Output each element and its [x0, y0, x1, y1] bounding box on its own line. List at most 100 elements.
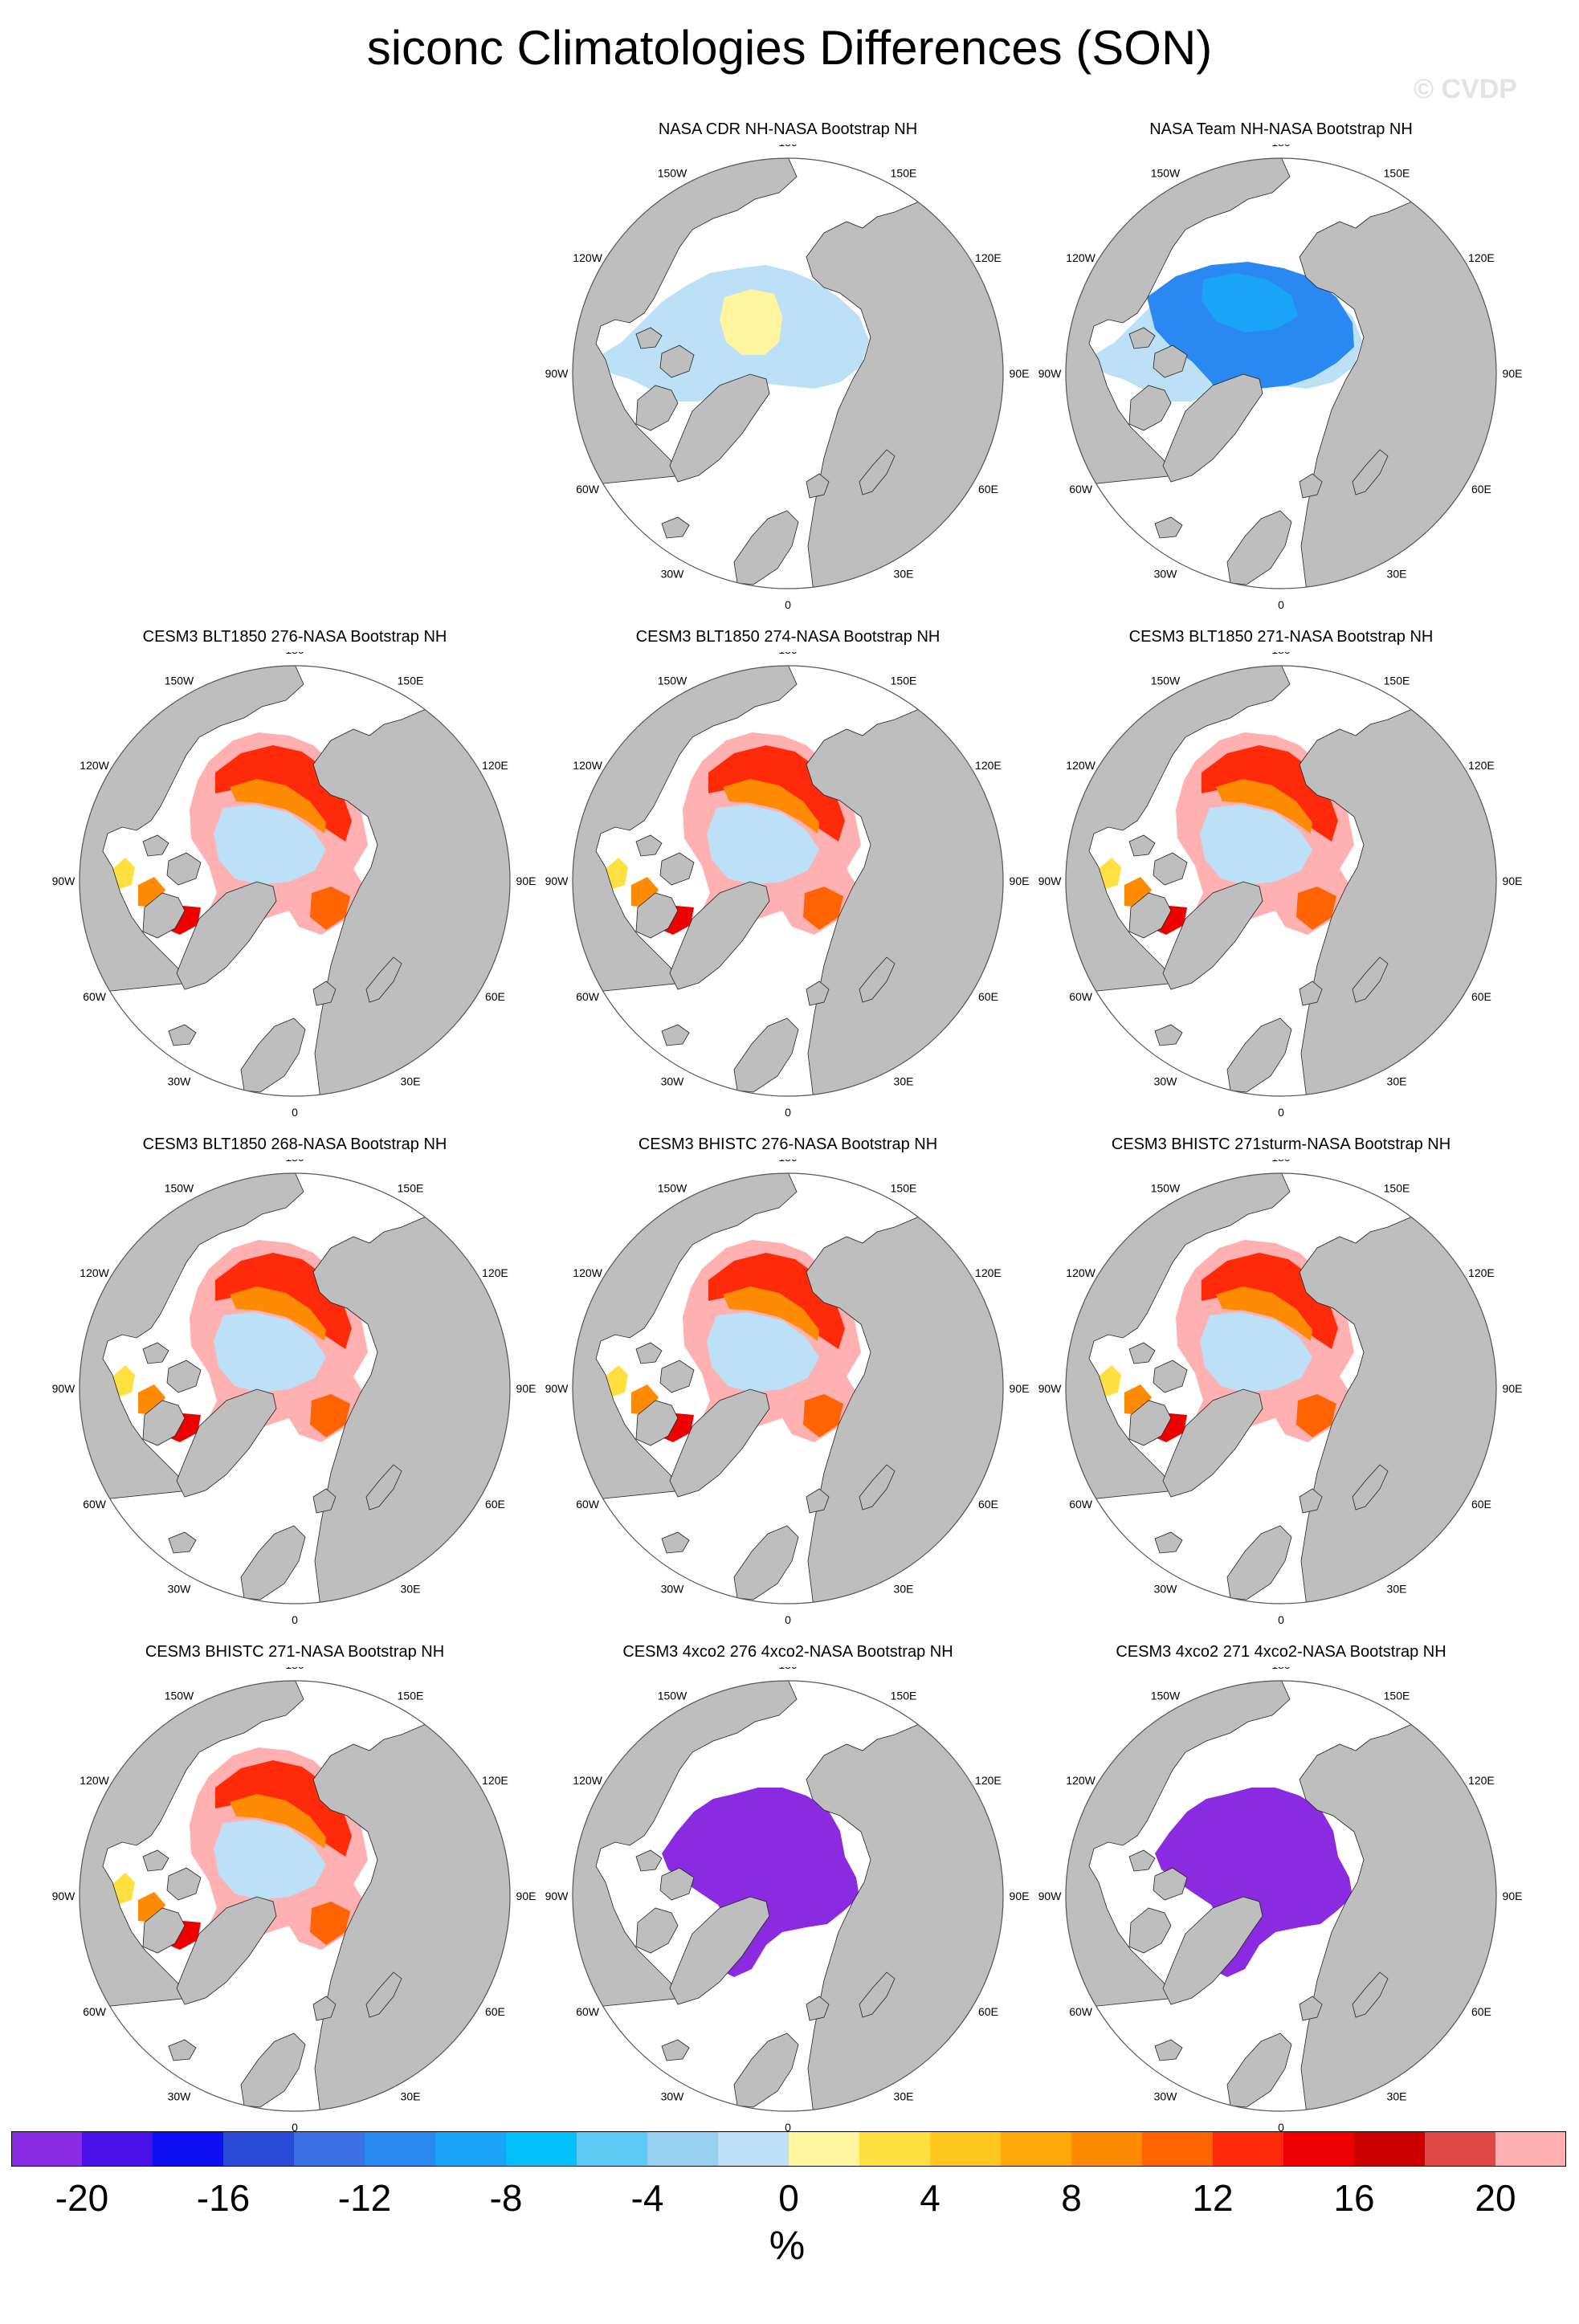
ice-difference-orange: [230, 1794, 326, 1849]
iceland-land: [168, 1531, 197, 1554]
longitude-label: 180: [778, 1160, 798, 1164]
longitude-label: 0: [785, 1613, 791, 1624]
map-panel: CESM3 BHISTC 271-NASA Bootstrap NH 180 150…: [48, 1641, 541, 2131]
longitude-label: 0: [292, 1106, 298, 1116]
scandinavia-land: [1226, 1525, 1292, 1600]
longitude-label: 0: [785, 1106, 791, 1116]
greenland-land: [176, 881, 277, 990]
colorbar-tick-label: 4: [920, 2177, 940, 2219]
longitude-label: 150E: [1384, 1182, 1410, 1195]
greenland-land: [669, 881, 770, 990]
novaya-zemlya-land: [859, 1464, 896, 1511]
baffin-island-land: [635, 1907, 679, 1954]
map-boundary: [79, 1680, 511, 2112]
longitude-label: 60E: [978, 1498, 998, 1511]
longitude-label: 150E: [891, 167, 917, 180]
longitude-label: 30W: [1154, 1582, 1178, 1595]
colorbar-swatch: [223, 2131, 295, 2167]
ice-difference-orange-barents: [803, 887, 843, 930]
longitude-label: 150E: [1384, 1690, 1410, 1702]
colorbar-swatch: [859, 2131, 931, 2167]
ice-difference-light-blue: [214, 805, 326, 885]
colorbar-swatch: [1425, 2131, 1496, 2167]
ice-difference-orange: [230, 779, 326, 834]
longitude-label: 120W: [1066, 759, 1096, 772]
map-content: [573, 1173, 1003, 1604]
greenland-land: [669, 1388, 770, 1498]
longitude-label: 150W: [658, 1690, 687, 1702]
longitude-label: 30W: [168, 2090, 192, 2102]
ice-difference-orange-barents: [803, 1394, 843, 1437]
longitude-label: 30W: [1154, 1074, 1178, 1087]
colorbar-swatch: [1213, 2131, 1284, 2167]
colorbar-swatch: [1071, 2131, 1143, 2167]
iceland-land: [661, 2039, 690, 2061]
longitude-label: 150E: [398, 675, 424, 687]
novaya-zemlya-land: [1352, 1464, 1389, 1511]
longitude-label: 90E: [1010, 367, 1030, 380]
longitude-label: 90W: [1038, 1382, 1063, 1395]
scandinavia-land: [240, 1017, 306, 1093]
ice-difference-orange-barents: [310, 887, 350, 930]
svalbard-land: [312, 1488, 337, 1514]
greenland-land: [1162, 1388, 1263, 1498]
longitude-label: 120E: [1468, 759, 1495, 772]
victoria-island-land: [635, 327, 663, 349]
iceland-land: [1154, 2039, 1183, 2061]
ice-difference-orange: [1216, 1286, 1312, 1341]
colorbar-swatch: [1495, 2131, 1566, 2167]
canadian-archipelago-land: [166, 1360, 202, 1393]
greenland-land: [669, 1896, 770, 2005]
longitude-label: 30W: [661, 1582, 685, 1595]
canadian-archipelago-land: [1153, 852, 1188, 886]
scandinavia-land: [240, 1525, 306, 1600]
longitude-label: 120E: [975, 251, 1002, 264]
longitude-label: 60W: [1069, 1498, 1093, 1511]
longitude-label: 90W: [545, 367, 569, 380]
svalbard-land: [1299, 1488, 1323, 1514]
longitude-label: 150W: [1151, 675, 1181, 687]
map-boundary: [1065, 1172, 1497, 1604]
baffin-island-land: [142, 892, 186, 939]
ice-difference-light-blue: [1200, 1312, 1312, 1392]
victoria-island-land: [635, 834, 663, 857]
longitude-label: 150W: [658, 1182, 687, 1195]
panel-title: CESM3 BHISTC 276-NASA Bootstrap NH: [638, 1135, 938, 1153]
longitude-label: 30E: [894, 2090, 914, 2102]
colorbar-tick-label: -12: [337, 2177, 392, 2219]
polar-map: 180 150E 120E 90E 60E 30E 0 30W 60W 90W 120W 150W: [52, 652, 537, 1116]
ice-difference-orange: [723, 779, 819, 834]
scandinavia-land: [1226, 2032, 1292, 2108]
colorbar-swatch: [506, 2131, 577, 2167]
longitude-label: 150E: [398, 1182, 424, 1195]
longitude-label: 120E: [975, 1266, 1002, 1279]
map-content: [1066, 1681, 1496, 2111]
canadian-archipelago-land: [166, 1867, 202, 1901]
panel-title: CESM3 BLT1850 274-NASA Bootstrap NH: [635, 628, 940, 646]
ice-difference-purple: [1155, 1788, 1353, 1977]
longitude-label: 60E: [485, 990, 505, 1003]
victoria-island-land: [635, 1342, 663, 1364]
baffin-island-land: [635, 892, 679, 939]
longitude-label: 150E: [891, 1690, 917, 1702]
longitude-label: 120E: [1468, 1266, 1495, 1279]
ice-difference-light-blue: [707, 1312, 819, 1392]
colorbar-tick-label: -8: [489, 2177, 523, 2219]
colorbar-tick-label: 0: [778, 2177, 799, 2219]
map-boundary: [572, 1172, 1004, 1604]
novaya-zemlya-land: [859, 449, 896, 495]
longitude-label: 150E: [398, 1690, 424, 1702]
longitude-label: 60W: [576, 483, 600, 495]
map-panel: NASA CDR NH-NASA Bootstrap NH 180 150E 120E…: [541, 119, 1034, 609]
longitude-label: 90W: [545, 875, 569, 887]
map-panel: CESM3 BLT1850 274-NASA Bootstrap NH 180 15…: [541, 626, 1034, 1116]
longitude-label: 60W: [83, 1498, 107, 1511]
longitude-label: 30E: [1387, 1074, 1407, 1087]
longitude-label: 0: [1278, 2121, 1284, 2131]
map-panel: CESM3 BLT1850 271-NASA Bootstrap NH 180 15…: [1034, 626, 1528, 1116]
scandinavia-land: [733, 1017, 799, 1093]
longitude-label: 90E: [1010, 875, 1030, 887]
longitude-label: 30E: [1387, 1582, 1407, 1595]
map-boundary: [572, 157, 1004, 589]
longitude-label: 120W: [80, 1774, 109, 1787]
